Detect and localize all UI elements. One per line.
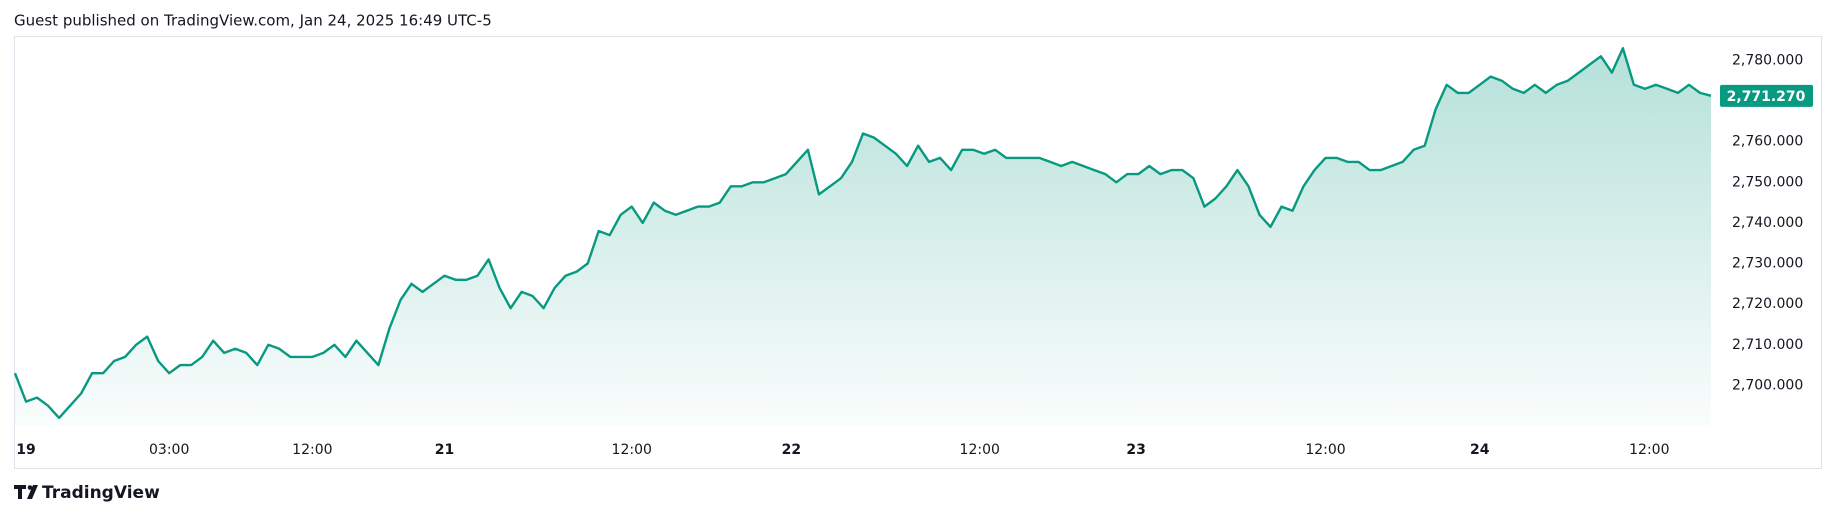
logo-dot [27,485,33,490]
y-tick-label: 2,730.000 [1732,256,1803,272]
x-tick-label: 21 [435,442,454,458]
y-tick-label: 2,710.000 [1732,337,1803,353]
plot: 2,700.000 2,710.000 2,720.000 2,730.000 2,74… [13,47,1813,458]
last-price-badge [1720,84,1813,107]
x-tick-label: 12:00 [292,442,332,458]
x-tick-label: 12:00 [960,442,1000,458]
y-tick-label: 2,760.000 [1732,134,1803,150]
y-tick-label: 2,700.000 [1732,377,1803,393]
x-tick-label: 22 [782,442,801,458]
price-line [13,47,1712,420]
x-tick-label: 12:00 [1305,442,1345,458]
y-tick-label: 2,780.000 [1732,52,1803,68]
x-tick-label: 23 [1126,442,1145,458]
last-price-label: 2,771.270 [1727,89,1806,105]
x-tick-label: 12:00 [1629,442,1669,458]
y-tick-label: 2,720.000 [1732,296,1803,312]
x-tick-label: 12:00 [612,442,652,458]
x-tick-label: 24 [1470,442,1490,458]
y-tick-label: 2,740.000 [1732,215,1803,231]
chart-frame [14,36,1822,469]
price-area [15,48,1711,426]
tradingview-logo [14,485,38,499]
logo-slash [27,485,38,499]
logo-mark [14,485,26,499]
x-tick-label: 03:00 [149,442,189,458]
published-header: Guest published on TradingView.com, Jan … [14,12,492,30]
x-tick-label: 19 [16,442,35,458]
brand-name: TradingView [42,483,160,503]
y-tick-label: 2,750.000 [1732,174,1803,190]
